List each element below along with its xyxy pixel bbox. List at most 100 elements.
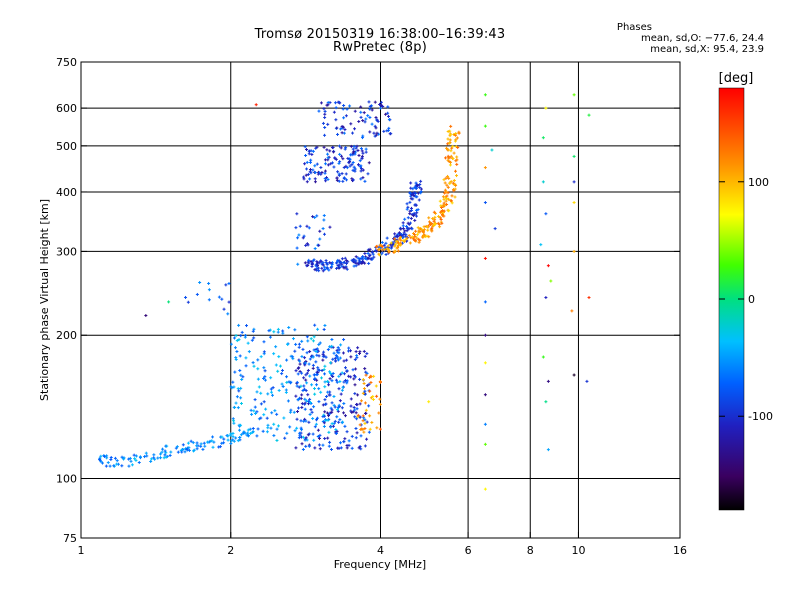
data-point (394, 242, 398, 246)
data-point (344, 262, 348, 266)
data-point (410, 208, 414, 212)
data-point (191, 441, 195, 445)
data-point (546, 379, 550, 383)
data-point (278, 364, 282, 368)
data-point (340, 264, 344, 268)
data-point (446, 130, 450, 134)
data-point (405, 207, 409, 211)
data-point (361, 391, 365, 395)
data-point (377, 132, 381, 136)
data-point (252, 409, 256, 413)
data-point (337, 179, 341, 183)
data-point (330, 410, 334, 414)
data-point (418, 227, 422, 231)
data-point (207, 281, 211, 285)
data-point (408, 200, 412, 204)
data-point (544, 400, 548, 404)
data-point (335, 176, 339, 180)
data-point (539, 243, 543, 247)
data-point (483, 422, 487, 426)
data-point (303, 401, 307, 405)
data-point (294, 342, 298, 346)
data-point (329, 162, 333, 166)
data-point (353, 383, 357, 387)
data-point (341, 107, 345, 111)
data-point (318, 341, 322, 345)
data-point (266, 392, 270, 396)
data-point (483, 487, 487, 491)
data-point (449, 180, 453, 184)
data-point (448, 141, 452, 145)
data-point (153, 457, 157, 461)
data-point (406, 216, 410, 220)
data-point (541, 355, 545, 359)
data-point (364, 147, 368, 151)
data-point (377, 411, 381, 415)
data-point (152, 453, 156, 457)
data-point (368, 427, 372, 431)
data-point (447, 176, 451, 180)
data-point (301, 347, 305, 351)
data-point (355, 407, 359, 411)
data-point (303, 356, 307, 360)
data-point (217, 445, 221, 449)
data-point (160, 450, 164, 454)
data-point (320, 170, 324, 174)
data-point (303, 397, 307, 401)
data-point (326, 103, 330, 107)
data-point (285, 380, 289, 384)
data-point (416, 226, 420, 230)
data-point (401, 239, 405, 243)
data-point (300, 371, 304, 375)
data-point (323, 410, 327, 414)
data-point (402, 231, 406, 235)
data-point (319, 166, 323, 170)
data-point (354, 350, 358, 354)
data-point (386, 244, 390, 248)
data-point (419, 179, 423, 183)
data-point (183, 450, 187, 454)
data-point (293, 328, 297, 332)
data-point (339, 260, 343, 264)
data-point (291, 337, 295, 341)
data-point (438, 216, 442, 220)
data-point (447, 209, 451, 213)
data-point (351, 131, 355, 135)
data-point (409, 216, 413, 220)
colorbar-tick-label: 100 (748, 176, 769, 189)
data-point (544, 106, 548, 110)
y-tick-label: 75 (63, 532, 77, 545)
data-point (345, 166, 349, 170)
data-point (304, 373, 308, 377)
data-point (254, 412, 258, 416)
data-point (370, 122, 374, 126)
data-point (310, 410, 314, 414)
data-point (312, 387, 316, 391)
data-point (244, 364, 248, 368)
data-point (398, 243, 402, 247)
colorbar-tick-label: 0 (748, 293, 755, 306)
data-point (326, 418, 330, 422)
data-point (164, 455, 168, 459)
tick-labels: 1 2 4 6 8 10 16 75 100 200 300 400 500 600 750 (56, 56, 687, 557)
data-point (303, 162, 307, 166)
data-point (308, 350, 312, 354)
data-point (347, 443, 351, 447)
data-point (422, 228, 426, 232)
y-tick-label: 100 (56, 473, 77, 486)
data-point (439, 217, 443, 221)
data-point (326, 122, 330, 126)
data-point (268, 335, 272, 339)
data-point (167, 300, 171, 304)
data-point (295, 384, 299, 388)
data-point (333, 156, 337, 160)
data-point (351, 410, 355, 414)
data-point (341, 420, 345, 424)
data-point (417, 240, 421, 244)
data-point (437, 214, 441, 218)
data-point (134, 454, 138, 458)
data-point (541, 136, 545, 140)
data-point (351, 151, 355, 155)
data-point (322, 354, 326, 358)
data-point (403, 217, 407, 221)
